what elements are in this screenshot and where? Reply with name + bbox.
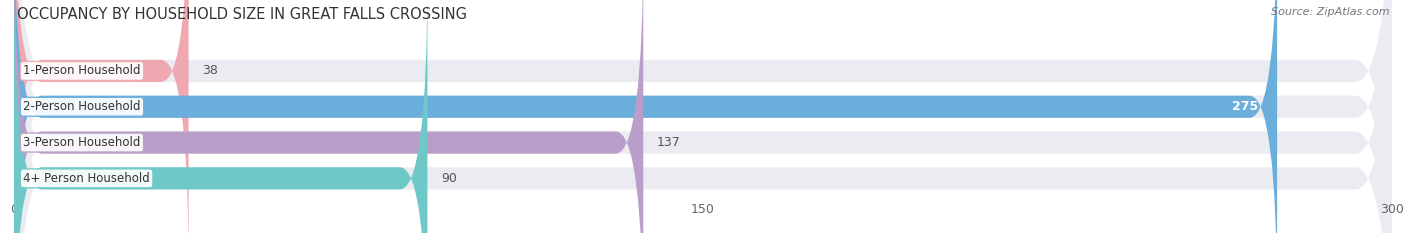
FancyBboxPatch shape xyxy=(14,0,1392,233)
Text: 90: 90 xyxy=(441,172,457,185)
FancyBboxPatch shape xyxy=(14,0,1392,233)
Text: 38: 38 xyxy=(202,65,218,77)
Text: Source: ZipAtlas.com: Source: ZipAtlas.com xyxy=(1271,7,1389,17)
FancyBboxPatch shape xyxy=(14,0,188,233)
FancyBboxPatch shape xyxy=(14,0,427,233)
FancyBboxPatch shape xyxy=(14,0,1392,233)
FancyBboxPatch shape xyxy=(14,0,644,233)
Text: OCCUPANCY BY HOUSEHOLD SIZE IN GREAT FALLS CROSSING: OCCUPANCY BY HOUSEHOLD SIZE IN GREAT FAL… xyxy=(17,7,467,22)
FancyBboxPatch shape xyxy=(14,0,1277,233)
FancyBboxPatch shape xyxy=(14,0,1392,233)
Text: 4+ Person Household: 4+ Person Household xyxy=(24,172,150,185)
Text: 1-Person Household: 1-Person Household xyxy=(24,65,141,77)
Text: 2-Person Household: 2-Person Household xyxy=(24,100,141,113)
Text: 275: 275 xyxy=(1233,100,1258,113)
Text: 3-Person Household: 3-Person Household xyxy=(24,136,141,149)
Text: 137: 137 xyxy=(657,136,681,149)
